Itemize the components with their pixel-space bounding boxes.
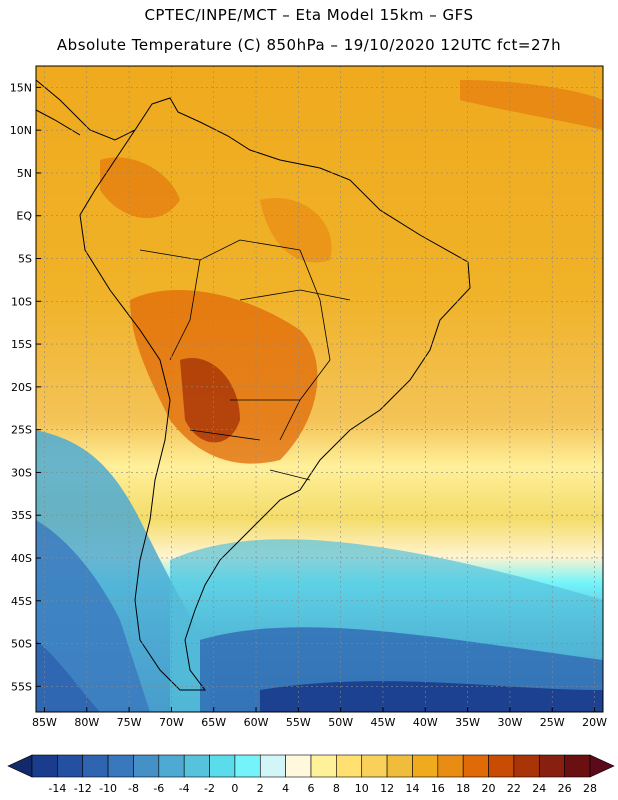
colorbar-tick-label: 0	[231, 782, 238, 795]
colorbar-swatch	[386, 754, 413, 778]
title-line-1: CPTEC/INPE/MCT – Eta Model 15km – GFS	[144, 6, 474, 24]
colorbar-tick-label: -8	[128, 782, 139, 795]
colorbar-tick-label: -2	[204, 782, 215, 795]
colorbar-tick-label: -12	[74, 782, 92, 795]
lon-label: 65W	[201, 716, 226, 729]
colorbar-tick-label: -10	[99, 782, 117, 795]
lat-label: 25S	[11, 424, 32, 437]
longitude-labels: 85W 80W 75W 70W 65W 60W 55W 50W 45W 40W 35W 30W 25W 2…	[32, 716, 607, 729]
colorbar-swatch	[183, 754, 210, 778]
colorbar-swatch	[158, 754, 185, 778]
colorbar-tick-label: 18	[456, 782, 470, 795]
colorbar-tick-label: -14	[48, 782, 66, 795]
colorbar-tick-label: 10	[355, 782, 369, 795]
lat-label: 45S	[11, 595, 32, 608]
colorbar-swatch	[336, 754, 363, 778]
country-borders	[139, 239, 351, 481]
colorbar-swatch	[234, 754, 261, 778]
lat-label: 15N	[10, 81, 32, 94]
colorbar-tick-label: 12	[380, 782, 394, 795]
colorbar-swatch	[462, 754, 489, 778]
lat-label: 5S	[18, 253, 32, 266]
colorbar-tick-label: 14	[405, 782, 419, 795]
lon-label: 55W	[286, 716, 311, 729]
lat-label: 50S	[11, 638, 32, 651]
lon-label: 45W	[371, 716, 396, 729]
colorbar: -14 -12 -10 -8 -6 -4 -2 0 2 4 6 8 10 12 14 16 18 20 22 24 26…	[7, 754, 615, 795]
colorbar-tick-label: -4	[179, 782, 190, 795]
lat-label: 20S	[11, 381, 32, 394]
colorbar-right-arrow	[589, 754, 615, 778]
colorbar-swatch	[259, 754, 286, 778]
lon-label: 70W	[159, 716, 184, 729]
lat-label: EQ	[16, 210, 32, 223]
colorbar-tick-label: 28	[583, 782, 597, 795]
colorbar-swatch	[285, 754, 312, 778]
colorbar-tick-label: 2	[257, 782, 264, 795]
colorbar-swatch	[310, 754, 337, 778]
lat-lon-grid	[36, 66, 603, 712]
lon-label: 80W	[74, 716, 99, 729]
lat-label: 35S	[11, 509, 32, 522]
lat-label: 30S	[11, 466, 32, 479]
colorbar-swatch	[538, 754, 565, 778]
colorbar-swatch	[488, 754, 515, 778]
colorbar-tick-label: 26	[558, 782, 572, 795]
colorbar-tick-label: 8	[333, 782, 340, 795]
lat-label: 40S	[11, 552, 32, 565]
lat-label: 10S	[11, 295, 32, 308]
colorbar-tick-label: 4	[282, 782, 289, 795]
temperature-field	[36, 66, 603, 712]
colorbar-tick-label: 16	[431, 782, 445, 795]
colorbar-swatch	[57, 754, 84, 778]
colorbar-tick-label: 20	[482, 782, 496, 795]
colorbar-left-arrow	[7, 754, 33, 778]
south-america-coastline	[79, 97, 471, 691]
map-frame	[35, 65, 604, 713]
colorbar-tick-label: 22	[507, 782, 521, 795]
lon-label: 85W	[32, 716, 57, 729]
lon-label: 60W	[244, 716, 269, 729]
colorbar-swatch	[82, 754, 109, 778]
lon-label: 35W	[455, 716, 480, 729]
colorbar-tick-label: -6	[153, 782, 164, 795]
lat-label: 10N	[10, 124, 32, 137]
colorbar-tick-label: 24	[532, 782, 546, 795]
lon-label: 20W	[582, 716, 607, 729]
colorbar-swatch	[513, 754, 540, 778]
colorbar-swatch	[412, 754, 439, 778]
colorbar-swatch	[31, 754, 58, 778]
colorbar-swatch	[564, 754, 591, 778]
latitude-labels: 15N 10N 5N EQ 5S 10S 15S 20S 25S 30S 35S 40S 45S 50S 5…	[10, 81, 33, 693]
colorbar-swatch	[107, 754, 134, 778]
colorbar-swatch	[209, 754, 236, 778]
colorbar-swatch	[133, 754, 160, 778]
lon-label: 75W	[117, 716, 142, 729]
lat-label: 15S	[11, 338, 32, 351]
title-line-2: Absolute Temperature (C) 850hPa – 19/10/…	[56, 36, 562, 54]
lon-label: 25W	[540, 716, 565, 729]
lon-label: 30W	[497, 716, 522, 729]
colorbar-swatch	[361, 754, 388, 778]
colorbar-swatch	[437, 754, 464, 778]
lon-label: 50W	[328, 716, 353, 729]
lat-label: 55S	[11, 680, 32, 693]
lon-label: 40W	[413, 716, 438, 729]
colorbar-tick-label: 6	[308, 782, 315, 795]
lat-label: 5N	[17, 167, 32, 180]
